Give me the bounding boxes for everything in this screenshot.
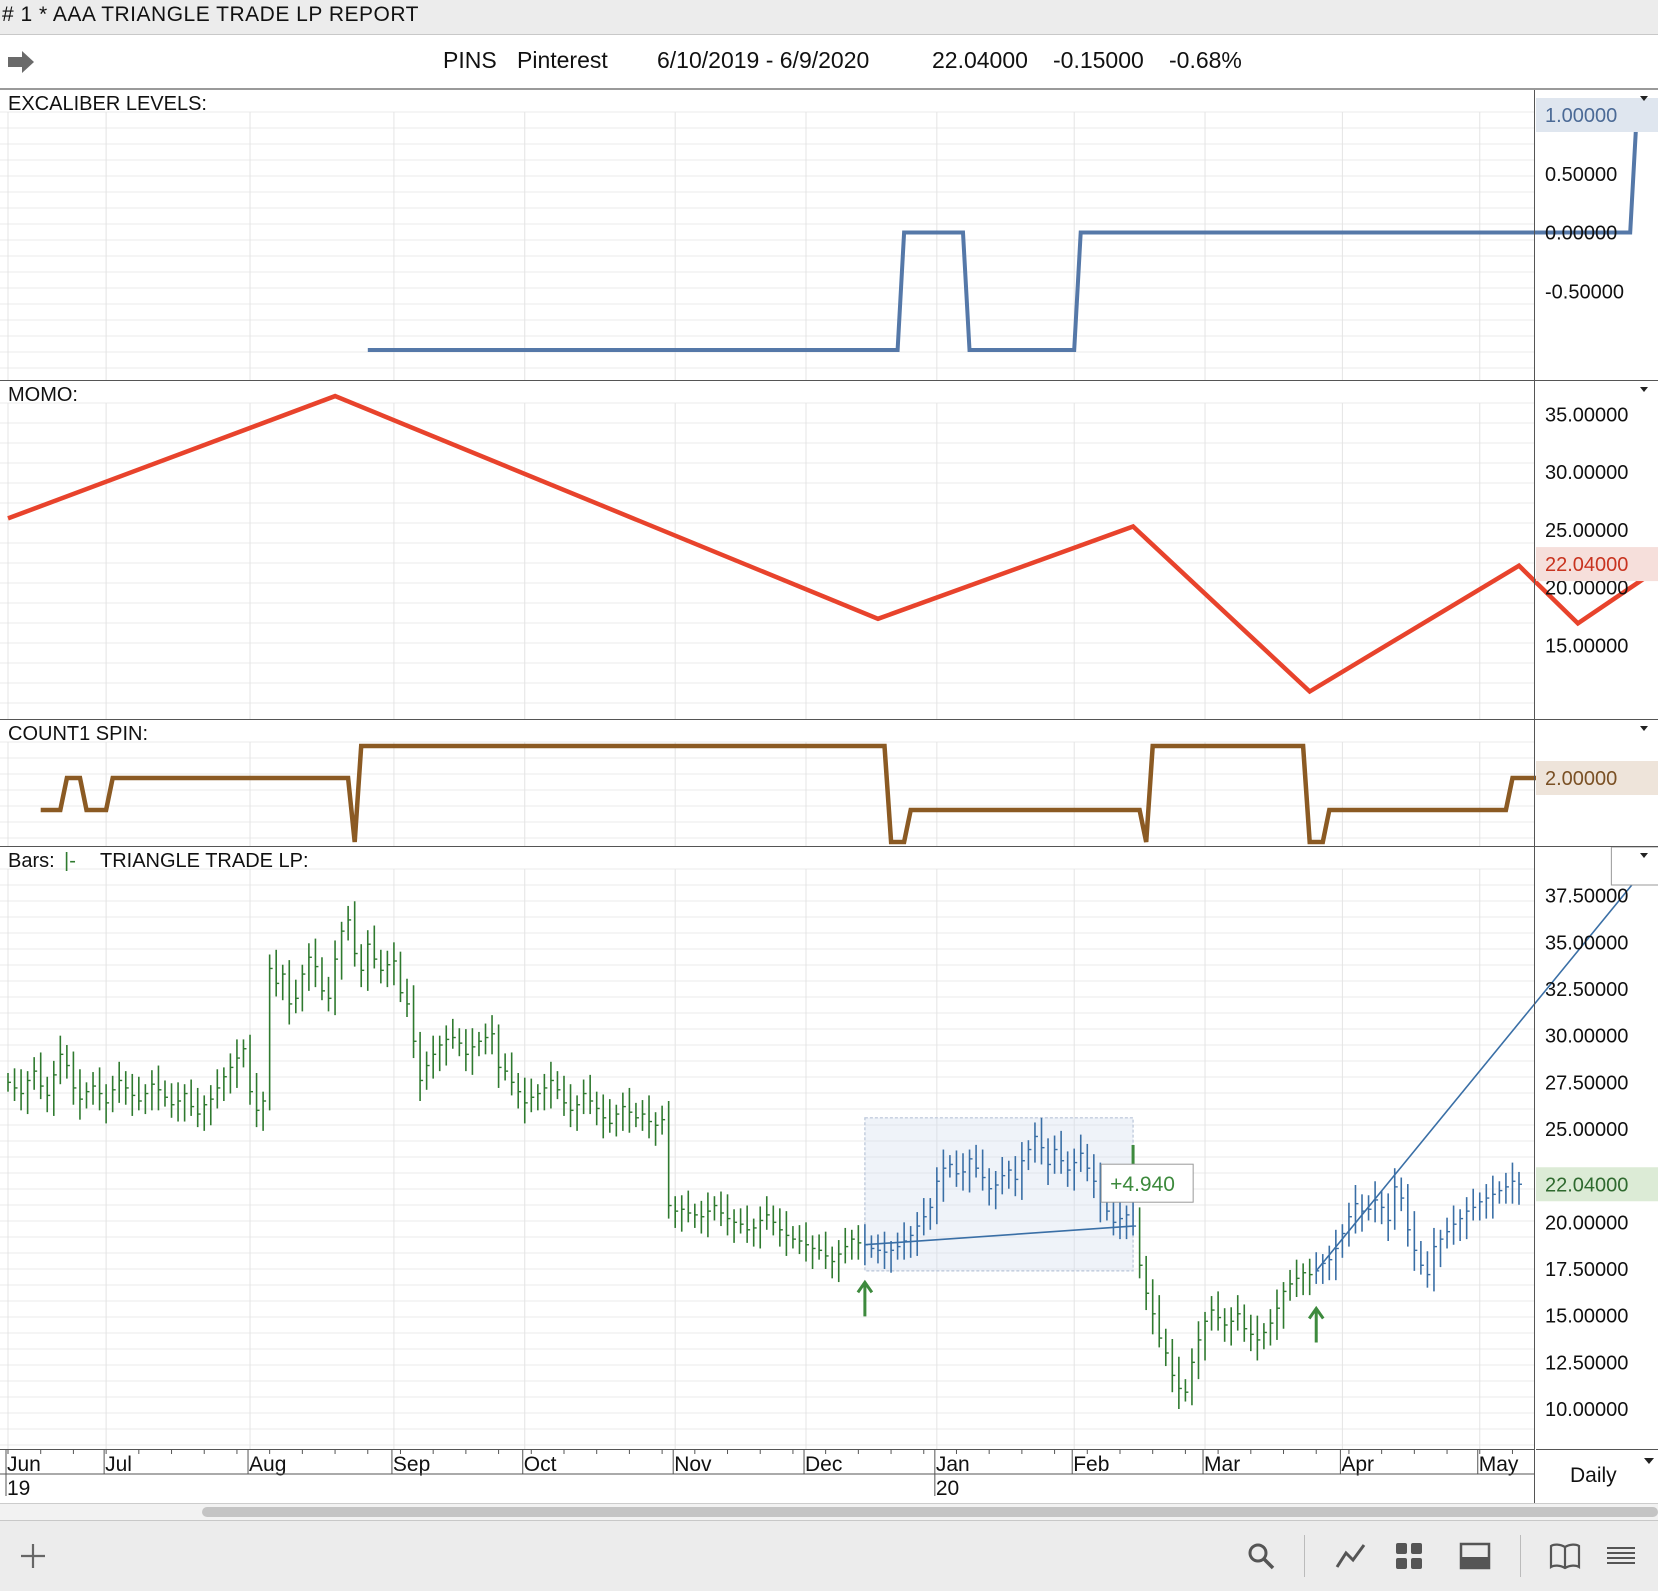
trade-gain-box (1610, 847, 1658, 886)
price-axis-label: 37.50000 (1545, 886, 1628, 908)
excaliber-line (367, 114, 1639, 352)
month-label: Mar (1204, 1453, 1240, 1476)
plus-icon[interactable] (16, 1539, 50, 1573)
momo-axis-label: 20.00000 (1545, 578, 1628, 600)
symbol-name: Pinterest (517, 47, 608, 73)
window-title: # 1 * AAA TRIANGLE TRADE LP REPORT (2, 3, 419, 26)
price-axis-label: 10.00000 (1545, 1399, 1628, 1421)
year-label: 20 (936, 1477, 959, 1500)
chevron-down-icon (1644, 1458, 1654, 1464)
bottom-toolbar (0, 1520, 1658, 1591)
entry-arrow-icon (1308, 1305, 1325, 1343)
month-label: Oct (524, 1453, 557, 1476)
chevron-down-icon (1640, 726, 1648, 731)
menu-icon[interactable] (1604, 1539, 1638, 1573)
count1-last-value: 2.00000 (1545, 768, 1617, 790)
count1-line (40, 743, 1658, 845)
search-icon[interactable] (1244, 1539, 1278, 1573)
period-selector[interactable]: Daily (1536, 1449, 1658, 1504)
time-axis[interactable]: Jun Jul Aug Sep Oct Nov Dec Jan Feb Mar Apr May 19 20 (0, 1449, 1534, 1504)
chevron-down-icon (1640, 387, 1648, 392)
momo-axis-label: 25.00000 (1545, 520, 1628, 542)
price-bars-chart: +4.940 +7.78 37.50000 35.00000 32.50000 30.00… (0, 847, 1658, 1449)
price-axis-label: 20.00000 (1545, 1212, 1628, 1234)
panel-icon[interactable] (1458, 1539, 1492, 1573)
year-label: 19 (7, 1477, 30, 1500)
month-label: Jul (105, 1453, 132, 1476)
arrow-right-icon[interactable] (6, 49, 36, 75)
time-axis-ticks: Jun Jul Aug Sep Oct Nov Dec Jan Feb Mar Apr May 19 20 (0, 1450, 1534, 1500)
excaliber-axis-label: -0.50000 (1545, 281, 1624, 303)
month-label: Dec (805, 1453, 842, 1476)
triangle-trade-label: TRIANGLE TRADE LP: (100, 850, 309, 872)
month-label: Sep (393, 1453, 430, 1476)
momo-line (7, 393, 1658, 695)
price-axis-separator (1534, 90, 1535, 1503)
symbol-ticker[interactable]: PINS (443, 47, 497, 73)
bars-panel[interactable]: +4.940 +7.78 37.50000 35.00000 32.50000 30.00… (0, 847, 1658, 1449)
trade-gain-label: +4.940 (1110, 1173, 1175, 1196)
trade-gain-box (1100, 1163, 1194, 1203)
momo-chart: 35.00000 30.00000 25.00000 20.00000 15.00000… (0, 387, 1658, 719)
momo-axis-label: 30.00000 (1545, 462, 1628, 484)
month-label: Feb (1073, 1453, 1109, 1476)
window-titlebar: # 1 * AAA TRIANGLE TRADE LP REPORT (0, 0, 1658, 35)
price-change: -0.15000 (1053, 47, 1144, 73)
price-axis-label: 15.00000 (1545, 1306, 1628, 1328)
book-icon[interactable] (1548, 1539, 1582, 1573)
date-range[interactable]: 6/10/2019 - 6/9/2020 (657, 47, 870, 73)
entry-arrow-icon (856, 1279, 874, 1317)
price-last-value: 22.04000 (1545, 1174, 1628, 1196)
excaliber-last-badge (1536, 98, 1658, 132)
excaliber-axis-label: 1.00000 (1545, 105, 1617, 127)
price-axis-label: 17.50000 (1545, 1259, 1628, 1281)
chevron-down-icon (1640, 96, 1648, 101)
month-label: Apr (1341, 1453, 1374, 1476)
toolbar-divider (1304, 1535, 1305, 1577)
count1-panel[interactable]: 2.00000 COUNT1 SPIN: (0, 720, 1658, 847)
price-axis-label: 27.50000 (1545, 1072, 1628, 1094)
momo-panel[interactable]: 35.00000 30.00000 25.00000 20.00000 15.00000… (0, 381, 1658, 720)
price-last-badge (1536, 1167, 1658, 1202)
bars-label: Bars: (8, 850, 55, 872)
price-axis-label: 30.00000 (1545, 1026, 1628, 1048)
price-axis-label: 12.50000 (1545, 1352, 1628, 1374)
excaliber-label: EXCALIBER LEVELS: (8, 93, 207, 115)
grid-icon[interactable] (1392, 1539, 1426, 1573)
last-price: 22.04000 (932, 47, 1028, 73)
trade-gain-label: +7.78 (1620, 847, 1658, 852)
trade-regression-line (1315, 851, 1658, 1272)
trade-box (864, 1117, 1134, 1272)
period-label: Daily (1570, 1464, 1617, 1487)
momo-axis-label: 35.00000 (1545, 405, 1628, 427)
price-axis-label: 35.00000 (1545, 932, 1628, 954)
bars-symbol-label: |- (64, 850, 76, 872)
month-label: Aug (249, 1453, 286, 1476)
chevron-down-icon (1640, 853, 1648, 858)
toolbar-divider (1520, 1535, 1521, 1577)
momo-label: MOMO: (8, 384, 78, 406)
count1-chart: 2.00000 (0, 726, 1658, 846)
momo-last-badge (1536, 547, 1658, 582)
month-label: Jan (936, 1453, 970, 1476)
count1-label: COUNT1 SPIN: (8, 723, 149, 745)
month-label: May (1479, 1453, 1519, 1476)
excaliber-axis-label: 0.50000 (1545, 164, 1617, 186)
month-label: Jun (7, 1453, 41, 1476)
momo-axis-label: 15.00000 (1545, 635, 1628, 657)
price-axis-label: 32.50000 (1545, 979, 1628, 1001)
symbol-info-bar: PINS Pinterest 6/10/2019 - 6/9/2020 22.0… (0, 35, 1658, 90)
horizontal-scrollbar[interactable] (0, 1503, 1658, 1521)
chart-line-icon[interactable] (1334, 1539, 1368, 1573)
excaliber-axis-label: 0.00000 (1545, 223, 1617, 245)
month-label: Nov (674, 1453, 712, 1476)
momo-last-value: 22.04000 (1545, 554, 1628, 576)
scrollbar-thumb[interactable] (202, 1507, 1658, 1517)
price-axis-label: 25.00000 (1545, 1119, 1628, 1141)
trade-regression-line (864, 1225, 1134, 1246)
price-change-pct: -0.68% (1169, 47, 1242, 73)
count1-last-badge (1536, 761, 1658, 795)
